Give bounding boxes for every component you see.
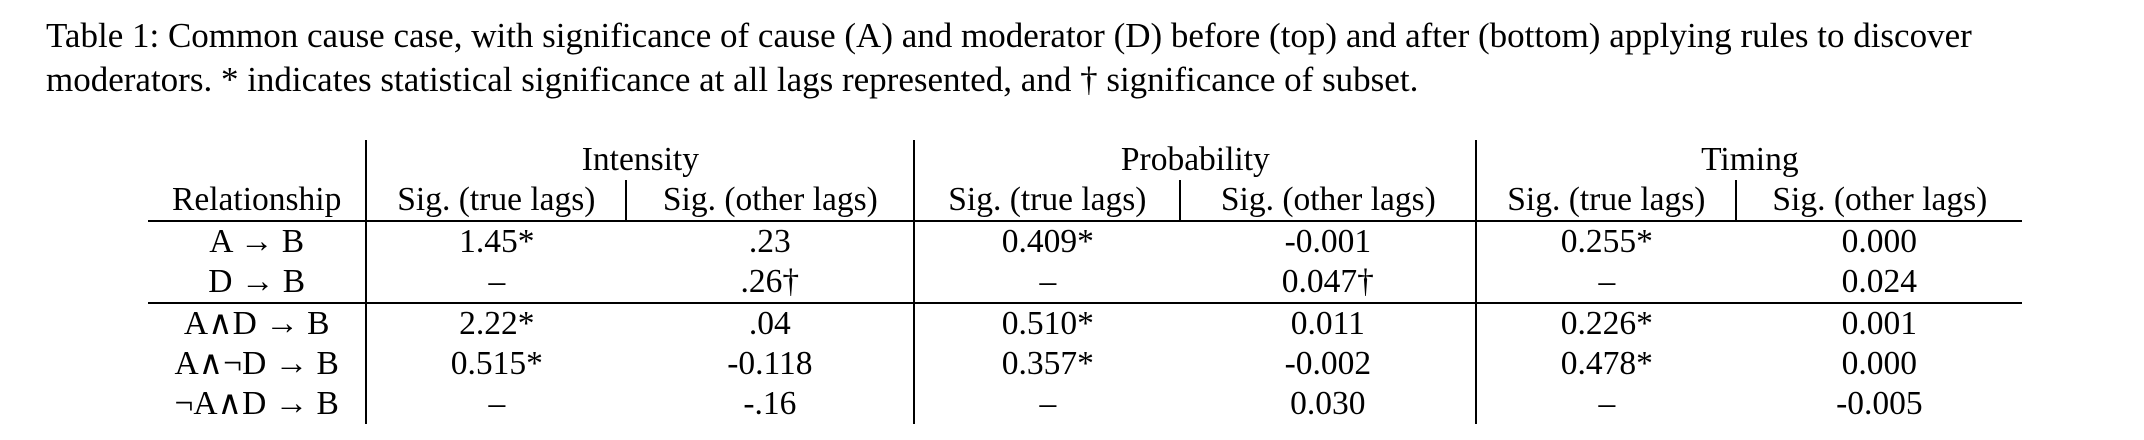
cell-timing-true: 0.226* <box>1475 303 1737 344</box>
cell-relationship: D → B <box>148 262 367 304</box>
group-header-blank <box>148 140 366 180</box>
column-header-row: Relationship Sig. (true lags) Sig. (othe… <box>148 180 2023 222</box>
cell-probability-other: 0.011 <box>1290 305 1365 342</box>
cell-timing-true: – <box>1475 384 1737 424</box>
cell-relationship: A∧D → B <box>183 305 330 342</box>
table-row: A∧¬D → B 0.515* -0.118 0.357* -0.002 0.4… <box>148 344 2022 384</box>
table-row: D → B – .26† – 0.047† – 0.024 <box>148 262 2023 304</box>
cell-intensity-true: 2.22* <box>365 303 627 344</box>
cell-probability-true: 0.357* <box>913 344 1181 384</box>
table-row: A → B 1.45* .23 0.409* -0.001 0.255* 0.0… <box>148 221 2022 262</box>
cell-intensity-other: .26† <box>626 262 915 304</box>
cell-relationship: A → B <box>209 223 305 260</box>
cell-intensity-other: -0.118 <box>727 345 813 382</box>
cell-probability-true: – <box>913 384 1181 424</box>
cell-intensity-true: – <box>365 262 627 304</box>
column-header-probability-true: Sig. (true lags) <box>913 180 1181 222</box>
cell-timing-other: 0.001 <box>1841 305 1918 342</box>
cell-intensity-true: 0.515* <box>365 344 627 384</box>
cell-timing-true: 0.478* <box>1475 344 1737 384</box>
cell-probability-other: 0.047† <box>1180 262 1477 304</box>
results-table: Intensity Probability Timing Relationshi… <box>148 140 2023 424</box>
cell-timing-other: 0.000 <box>1841 345 1918 382</box>
cell-timing-other: 0.000 <box>1841 223 1918 260</box>
cell-intensity-true: – <box>365 384 627 424</box>
group-header-probability: Probability <box>913 140 1477 180</box>
cell-intensity-true: 1.45* <box>365 221 627 262</box>
column-header-relationship: Relationship <box>148 180 367 222</box>
group-header-row: Intensity Probability Timing <box>148 140 2023 180</box>
table-row: ¬A∧D → B – -.16 – 0.030 – -0.005 <box>148 384 2022 424</box>
column-header-timing-true: Sig. (true lags) <box>1475 180 1737 222</box>
cell-timing-other: -0.005 <box>1836 385 1923 422</box>
table-row: A∧D → B 2.22* .04 0.510* 0.011 0.226* 0.… <box>148 303 2022 344</box>
cell-probability-true: – <box>913 262 1181 304</box>
cell-timing-true: – <box>1475 262 1737 304</box>
column-header-timing-other: Sig. (other lags) <box>1735 180 2023 222</box>
cell-probability-other: -0.002 <box>1284 345 1372 382</box>
cell-probability-other: -0.001 <box>1284 223 1372 260</box>
column-header-probability-other: Sig. (other lags) <box>1179 180 1477 222</box>
table-caption: Table 1: Common cause case, with signifi… <box>46 16 1972 99</box>
group-header-timing: Timing <box>1475 140 2023 180</box>
cell-intensity-other: .23 <box>748 223 791 260</box>
cell-probability-other: 0.030 <box>1290 385 1366 422</box>
cell-relationship: ¬A∧D → B <box>174 385 339 422</box>
column-header-intensity-other: Sig. (other lags) <box>625 180 915 222</box>
group-header-intensity: Intensity <box>365 140 915 180</box>
cell-probability-true: 0.510* <box>913 303 1181 344</box>
cell-intensity-other: .04 <box>748 305 791 342</box>
column-header-intensity-true: Sig. (true lags) <box>365 180 627 222</box>
cell-probability-true: 0.409* <box>913 221 1181 262</box>
cell-intensity-other: -.16 <box>743 385 797 422</box>
cell-timing-true: 0.255* <box>1475 221 1737 262</box>
cell-relationship: A∧¬D → B <box>174 345 339 382</box>
cell-timing-other: 0.024 <box>1736 262 2023 304</box>
